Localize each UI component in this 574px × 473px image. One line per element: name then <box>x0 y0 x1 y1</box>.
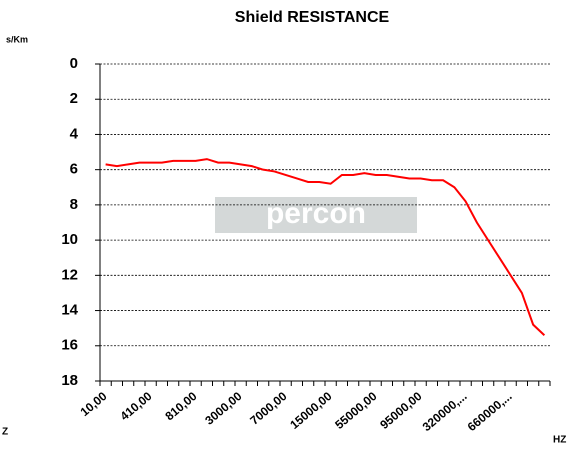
x-tick-label: 15000,00 <box>287 389 335 432</box>
y-tick-label: 0 <box>70 55 78 72</box>
x-tick-label: 3000,00 <box>202 389 244 428</box>
chart-title: Shield RESISTANCE <box>235 9 390 26</box>
watermark-box <box>215 197 417 233</box>
y-tick-label: 6 <box>70 161 78 178</box>
x-tick-label: 660000,... <box>465 389 515 434</box>
x-tick-label: 55000,00 <box>332 389 380 432</box>
x-tick-label: 95000,00 <box>377 389 425 432</box>
data-line <box>105 158 546 336</box>
y-tick-label: 10 <box>61 231 78 248</box>
y-axis-label: s/Km <box>6 34 28 44</box>
y-tick-label: 2 <box>70 90 78 107</box>
x-tick-label: 410,00 <box>117 389 154 424</box>
x-axis-label-left: Z <box>2 427 8 438</box>
y-tick-label: 8 <box>70 196 78 213</box>
x-tick-label: 810,00 <box>162 389 199 424</box>
x-tick-label: 320000,... <box>420 389 470 434</box>
x-tick-label: 10,00 <box>78 389 110 419</box>
x-tick-label: 7000,00 <box>247 389 289 428</box>
y-tick-label: 14 <box>61 302 78 319</box>
y-tick-label: 16 <box>61 337 78 354</box>
y-tick-label: 4 <box>70 125 79 142</box>
watermark: percon <box>266 197 366 230</box>
y-tick-label: 12 <box>61 266 78 283</box>
x-axis-label-right: HZ <box>553 435 566 446</box>
y-tick-label: 18 <box>61 372 78 389</box>
